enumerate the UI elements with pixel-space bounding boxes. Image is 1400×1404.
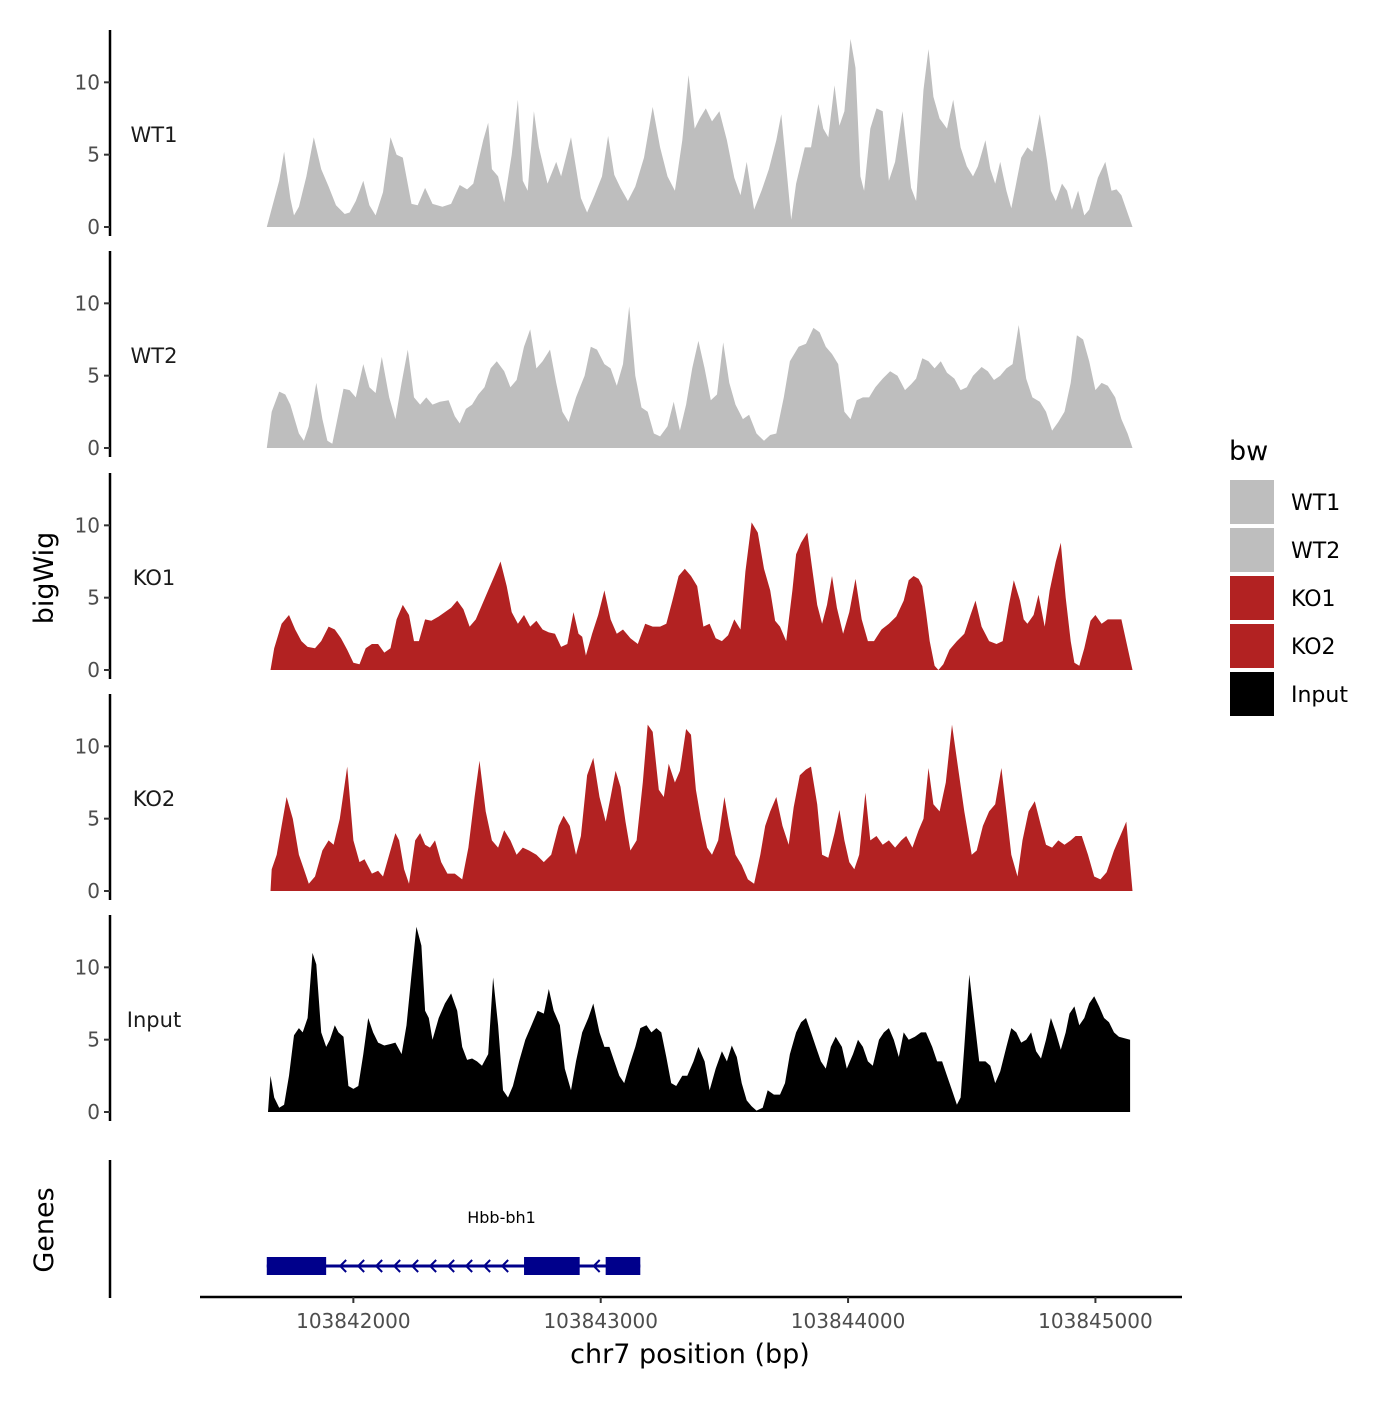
y-tick-label-input-0: 0 [87, 1100, 100, 1124]
strand-arrow [464, 1259, 473, 1273]
legend-label-ko2: KO2 [1291, 635, 1336, 660]
y-tick-label-wt1-0: 0 [87, 215, 100, 239]
track-label-input: Input [127, 1008, 181, 1032]
gene-exon-1 [266, 1257, 327, 1275]
y-tick-label-wt2-0: 0 [87, 436, 100, 460]
strand-arrow [410, 1259, 419, 1273]
y-axis-title: bigWig [29, 532, 60, 625]
tracks-group: 0 5 10 WT1 0 5 10 WT2 0 5 10 KO1 0 5 10 KO2 0 5 10 Input [75, 30, 1133, 1124]
gene-exon-3 [605, 1257, 641, 1275]
x-axis: 103842000 103843000 103844000 103845000 [200, 1295, 1182, 1333]
y-tick-label-wt1-10: 10 [75, 70, 100, 94]
legend-item-ko1: KO1 [1230, 576, 1336, 620]
legend-label-wt2: WT2 [1291, 539, 1340, 564]
y-tick-label-ko1-5: 5 [87, 586, 100, 610]
x-axis-title: chr7 position (bp) [570, 1339, 810, 1370]
strand-arrow [356, 1259, 365, 1273]
y-tick-label-wt1-5: 5 [87, 143, 100, 167]
area-wt2 [266, 306, 1133, 448]
legend-label-wt1: WT1 [1291, 491, 1340, 516]
area-input [268, 926, 1131, 1112]
area-ko1 [270, 522, 1133, 670]
legend-title: bw [1229, 436, 1268, 467]
y-tick-label-ko1-0: 0 [87, 658, 100, 682]
track-label-wt1: WT1 [131, 123, 178, 147]
track-ko2: 0 5 10 KO2 [75, 694, 1133, 903]
track-label-ko2: KO2 [133, 787, 176, 811]
strand-arrow [392, 1259, 401, 1273]
strand-arrow [500, 1259, 509, 1273]
track-label-ko1: KO1 [133, 566, 176, 590]
y-tick-label-ko1-10: 10 [75, 513, 100, 537]
strand-arrow [428, 1259, 437, 1273]
y-tick-label-ko2-10: 10 [75, 734, 100, 758]
strand-arrow [338, 1259, 347, 1273]
legend-swatch-ko1 [1230, 576, 1274, 620]
legend-item-wt1: WT1 [1230, 480, 1340, 524]
x-tick-label-2: 103844000 [791, 1309, 906, 1333]
strand-arrow [592, 1259, 601, 1273]
track-wt2: 0 5 10 WT2 [75, 251, 1133, 460]
track-input: 0 5 10 Input [75, 915, 1131, 1124]
gene-exon-2 [524, 1257, 580, 1275]
track-label-wt2: WT2 [131, 344, 178, 368]
y-tick-label-input-5: 5 [87, 1028, 100, 1052]
legend-item-input: Input [1230, 672, 1348, 716]
strand-arrow [482, 1259, 491, 1273]
legend-swatch-wt2 [1230, 528, 1274, 572]
gene-label: Hbb-bh1 [467, 1208, 536, 1227]
legend-swatch-input [1230, 672, 1274, 716]
legend-swatch-wt1 [1230, 480, 1274, 524]
legend-swatch-ko2 [1230, 624, 1274, 668]
strand-arrow [446, 1259, 455, 1273]
legend: bw WT1 WT2 KO1 KO2 Input [1229, 436, 1348, 716]
legend-label-input: Input [1291, 683, 1348, 708]
area-ko2 [270, 724, 1133, 891]
legend-label-ko1: KO1 [1291, 587, 1336, 612]
y-tick-label-input-10: 10 [75, 955, 100, 979]
x-tick-label-1: 103843000 [543, 1309, 658, 1333]
legend-item-ko2: KO2 [1230, 624, 1336, 668]
x-tick-label-3: 103845000 [1038, 1309, 1153, 1333]
gene-panel: Hbb-bh1 [108, 1160, 641, 1298]
gene-panel-title: Genes [29, 1187, 60, 1272]
y-tick-label-wt2-10: 10 [75, 291, 100, 315]
legend-item-wt2: WT2 [1230, 528, 1340, 572]
area-wt1 [266, 38, 1133, 228]
y-tick-label-wt2-5: 5 [87, 364, 100, 388]
strand-arrow [374, 1259, 383, 1273]
track-wt1: 0 5 10 WT1 [75, 30, 1133, 239]
y-tick-label-ko2-0: 0 [87, 879, 100, 903]
y-tick-label-ko2-5: 5 [87, 807, 100, 831]
track-ko1: 0 5 10 KO1 [75, 473, 1133, 682]
x-tick-label-0: 103842000 [296, 1309, 411, 1333]
gene-hbb-bh1: Hbb-bh1 [266, 1208, 641, 1275]
